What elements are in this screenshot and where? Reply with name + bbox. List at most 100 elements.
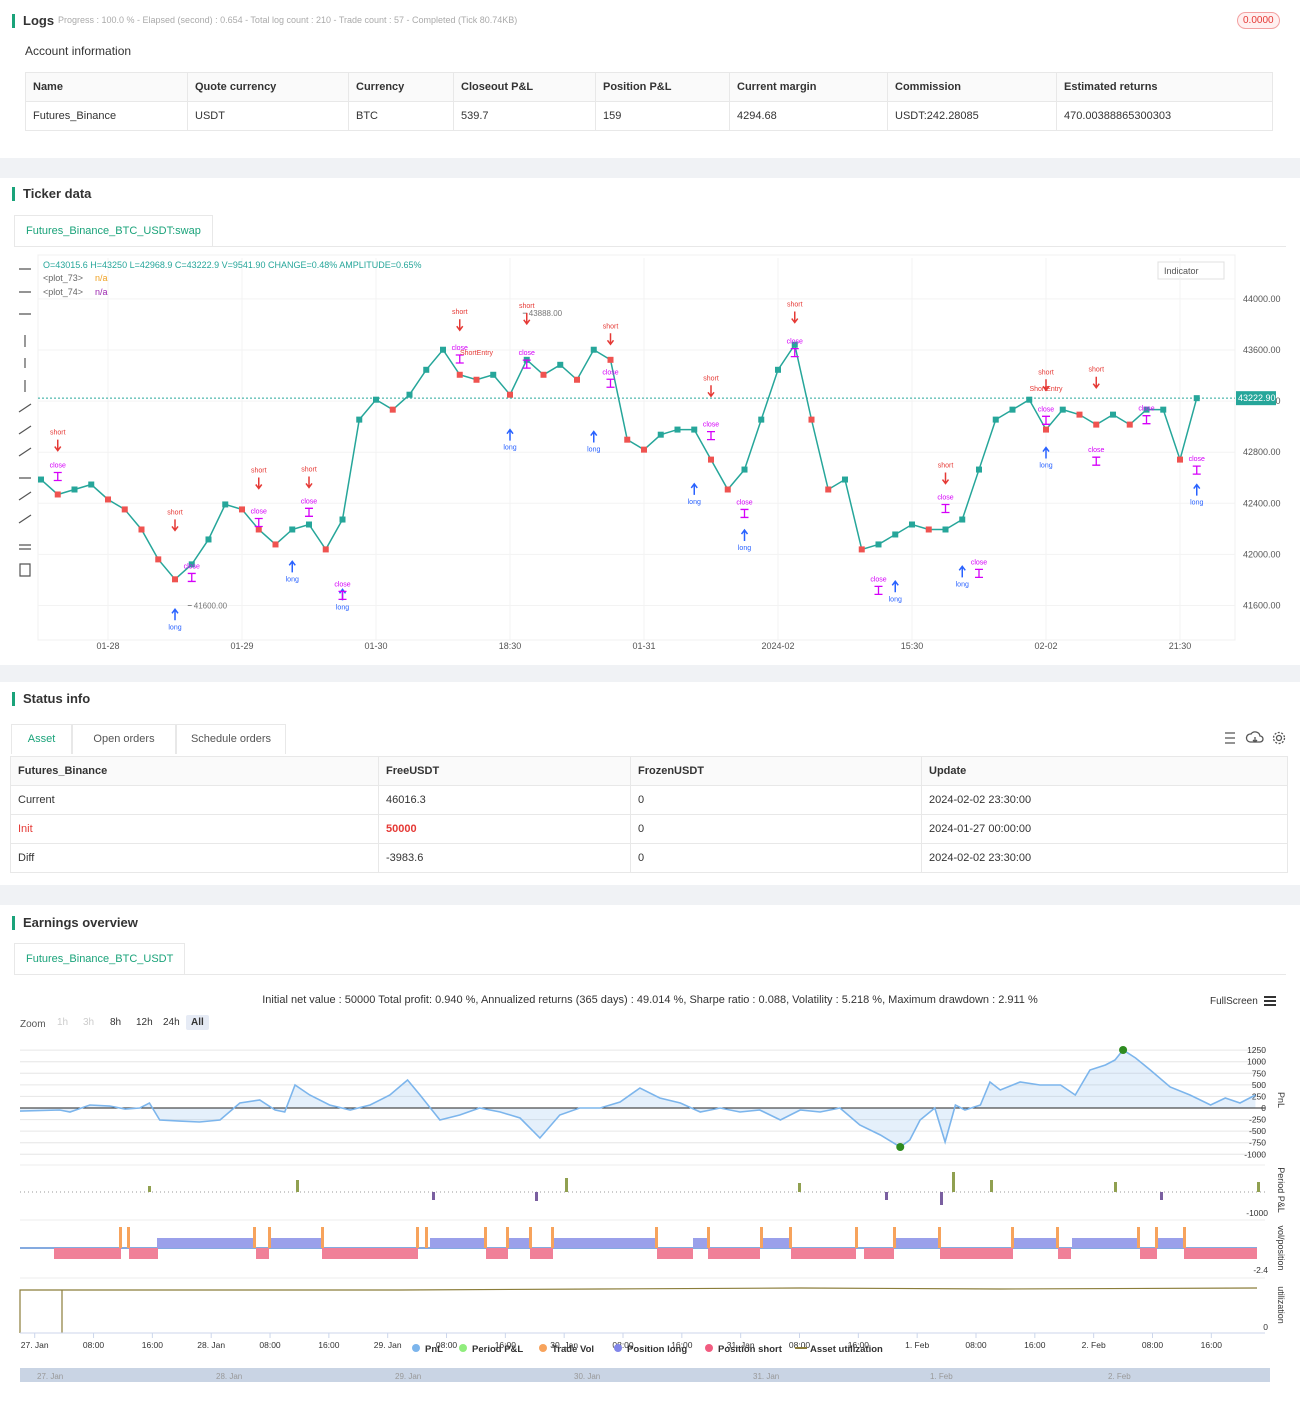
badge: 0.0000 xyxy=(1237,12,1280,29)
candle xyxy=(691,426,698,433)
short-arrow xyxy=(606,333,615,346)
close-mark xyxy=(941,503,950,514)
y-tick-label: 42400.00 xyxy=(1243,498,1281,508)
close-mark xyxy=(522,359,531,369)
logs-section: Logs Progress : 100.0 % - Elapsed (secon… xyxy=(0,0,1300,158)
signal-label: close xyxy=(703,422,719,429)
signal-label: long xyxy=(688,499,701,506)
signal-label: close xyxy=(736,499,752,506)
legend-dot xyxy=(614,1344,622,1352)
status-tab[interactable]: Schedule orders xyxy=(176,724,286,754)
ticker-tab[interactable]: Futures_Binance_BTC_USDT:swap xyxy=(14,215,213,246)
plot-value: n/a xyxy=(95,287,108,297)
candle xyxy=(272,541,279,548)
price-line xyxy=(40,342,1198,581)
column-header: Update xyxy=(921,756,1288,786)
zoom-button[interactable]: 1h xyxy=(57,1017,69,1028)
signal-label: ShortEntry xyxy=(460,350,494,357)
legend-label[interactable]: Position short xyxy=(718,1344,783,1355)
column-header: FreeUSDT xyxy=(378,756,631,786)
signal-label: long xyxy=(168,624,181,631)
zoom-button[interactable]: 8h xyxy=(110,1017,122,1028)
short-arrow xyxy=(1092,376,1100,389)
close-mark xyxy=(53,471,62,482)
y-tick-label: 1000 xyxy=(1247,1057,1266,1067)
signal-label: short xyxy=(787,302,803,309)
candle xyxy=(322,546,329,553)
signal-label: short xyxy=(519,303,535,310)
short-arrow xyxy=(305,476,313,489)
signal-label: short xyxy=(1038,369,1054,376)
candle xyxy=(205,536,212,543)
earnings-tab[interactable]: Futures_Binance_BTC_USDT xyxy=(14,943,186,974)
signal-label: long xyxy=(286,576,299,583)
candle xyxy=(440,346,446,353)
signal-label: short xyxy=(603,323,619,330)
menu-icon[interactable] xyxy=(1263,995,1277,1007)
zoom-button[interactable]: 3h xyxy=(83,1017,95,1028)
cell: 159 xyxy=(595,101,730,131)
signal-label: long xyxy=(336,604,349,611)
candle xyxy=(674,426,681,433)
legend-label[interactable]: Trade Vol xyxy=(552,1344,594,1355)
legend-label[interactable]: Position long xyxy=(627,1344,687,1355)
candle xyxy=(88,481,95,488)
long-arrow xyxy=(891,580,899,593)
panel-tick: -1000 xyxy=(1246,1208,1268,1218)
plot-name: <plot_73> xyxy=(43,273,83,283)
legend-label[interactable]: PnL xyxy=(425,1344,443,1355)
zoom-button[interactable]: 12h xyxy=(136,1017,153,1028)
signal-label: close xyxy=(452,345,468,352)
indicator-label[interactable]: Indicator xyxy=(1164,266,1199,276)
panel-tick: 0 xyxy=(1263,1322,1268,1332)
status-section: Status info Asset Open orders Schedule ord… xyxy=(0,682,1300,885)
short-arrow xyxy=(523,312,531,326)
candle xyxy=(557,361,564,368)
column-header: Currency xyxy=(348,72,454,102)
signal-label: close xyxy=(937,494,953,501)
x-tick-label: 18:30 xyxy=(499,641,522,651)
signal-label: short xyxy=(1088,367,1104,374)
legend-label[interactable]: Period P&L xyxy=(472,1344,523,1355)
drawing-tools[interactable] xyxy=(18,268,32,577)
signal-label: close xyxy=(787,339,803,346)
last-price-label: 43222.90 xyxy=(1238,393,1276,403)
x-tick-label: 08:00 xyxy=(1142,1340,1164,1350)
x-tick-label: 08:00 xyxy=(83,1340,105,1350)
status-tab[interactable]: Asset xyxy=(11,724,72,754)
position-long xyxy=(157,1238,1183,1248)
signal-label: long xyxy=(1190,500,1203,507)
candle xyxy=(992,416,999,423)
candle xyxy=(155,556,162,563)
indicator-button[interactable] xyxy=(1157,261,1225,280)
panel-tick: -2.4 xyxy=(1253,1265,1268,1275)
signal-label: long xyxy=(738,545,751,552)
long-arrow xyxy=(1193,483,1201,496)
panel-label: Period P&L xyxy=(1276,1167,1286,1213)
long-arrow xyxy=(958,565,966,578)
close-mark xyxy=(740,508,749,519)
candle xyxy=(808,416,815,423)
signal-label: close xyxy=(971,559,987,566)
long-arrow xyxy=(690,482,698,495)
navigator[interactable] xyxy=(20,1368,1270,1382)
zoom-button[interactable]: All xyxy=(186,1015,209,1030)
signal-label: long xyxy=(889,596,902,603)
candle xyxy=(1160,406,1167,413)
legend-label[interactable]: Asset utilization xyxy=(810,1344,883,1355)
candle xyxy=(925,526,932,533)
fullscreen[interactable]: FullScreen xyxy=(1210,996,1258,1007)
status-tab[interactable]: Open orders xyxy=(72,724,176,754)
x-tick-label: 27. Jan xyxy=(21,1340,49,1350)
candle xyxy=(406,391,413,398)
candle xyxy=(791,341,798,348)
toolbar-icons[interactable] xyxy=(1222,730,1292,746)
x-tick-label: 1. Feb xyxy=(905,1340,929,1350)
extreme-marker xyxy=(896,1142,905,1151)
candle xyxy=(339,516,346,523)
column-header: Futures_Binance xyxy=(10,756,379,786)
zoom-button[interactable]: 24h xyxy=(163,1017,180,1028)
signal-label: close xyxy=(1038,406,1054,413)
candle xyxy=(1177,456,1183,463)
